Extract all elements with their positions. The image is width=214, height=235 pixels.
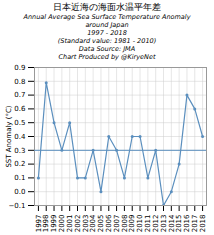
svg-text:SST Anomaly (°C): SST Anomaly (°C) — [5, 105, 13, 167]
svg-text:0.8: 0.8 — [14, 78, 25, 86]
svg-text:0.2: 0.2 — [14, 160, 25, 168]
svg-text:2002: 2002 — [74, 215, 82, 233]
svg-text:2004: 2004 — [89, 214, 97, 232]
html-text:Annual Average Sea Surface Tem: Annual Average Sea Surface Temperature A… — [23, 13, 191, 21]
svg-text:0.5: 0.5 — [14, 119, 25, 127]
svg-text:1999: 1999 — [50, 215, 58, 233]
svg-text:2010: 2010 — [136, 215, 144, 233]
svg-text:2011: 2011 — [144, 215, 152, 233]
html-text:1997 - 2018: 1997 - 2018 — [87, 29, 127, 37]
svg-text:2008: 2008 — [121, 215, 129, 233]
svg-text:0.3: 0.3 — [14, 147, 25, 155]
svg-text:2016: 2016 — [183, 214, 191, 232]
svg-text:2000: 2000 — [58, 215, 66, 233]
svg-text:2015: 2015 — [175, 215, 183, 233]
html-text:日本近海の海面水温平年差: 日本近海の海面水温平年差 — [53, 2, 161, 12]
html-text:Chart Produced by @KiryeNet: Chart Produced by @KiryeNet — [58, 53, 156, 61]
svg-text:1997: 1997 — [35, 215, 43, 233]
svg-text:2001: 2001 — [66, 215, 74, 233]
svg-text:2007: 2007 — [113, 215, 121, 233]
svg-text:2006: 2006 — [105, 214, 113, 232]
svg-text:2003: 2003 — [82, 215, 90, 233]
html-text:(Standard value: 1981 - 2010): (Standard value: 1981 - 2010) — [57, 37, 157, 45]
svg-text:0.1: 0.1 — [14, 174, 25, 182]
svg-text:2014: 2014 — [168, 214, 176, 232]
svg-text:2017: 2017 — [191, 215, 199, 233]
svg-text:0.4: 0.4 — [14, 133, 26, 141]
html-text:Data Source: JMA: Data Source: JMA — [78, 45, 136, 53]
svg-text:−0.1: −0.1 — [9, 202, 26, 210]
svg-text:0.0: 0.0 — [14, 188, 25, 196]
svg-text:2005: 2005 — [97, 215, 105, 233]
svg-text:2018: 2018 — [199, 215, 207, 233]
svg-text:2009: 2009 — [128, 215, 136, 233]
svg-text:1998: 1998 — [42, 215, 50, 233]
svg-text:2012: 2012 — [152, 215, 160, 233]
svg-text:2013: 2013 — [160, 215, 168, 233]
svg-text:0.7: 0.7 — [14, 91, 25, 99]
svg-text:0.9: 0.9 — [14, 64, 25, 72]
svg-text:0.6: 0.6 — [14, 105, 26, 113]
html-text:around Japan: around Japan — [85, 21, 129, 29]
